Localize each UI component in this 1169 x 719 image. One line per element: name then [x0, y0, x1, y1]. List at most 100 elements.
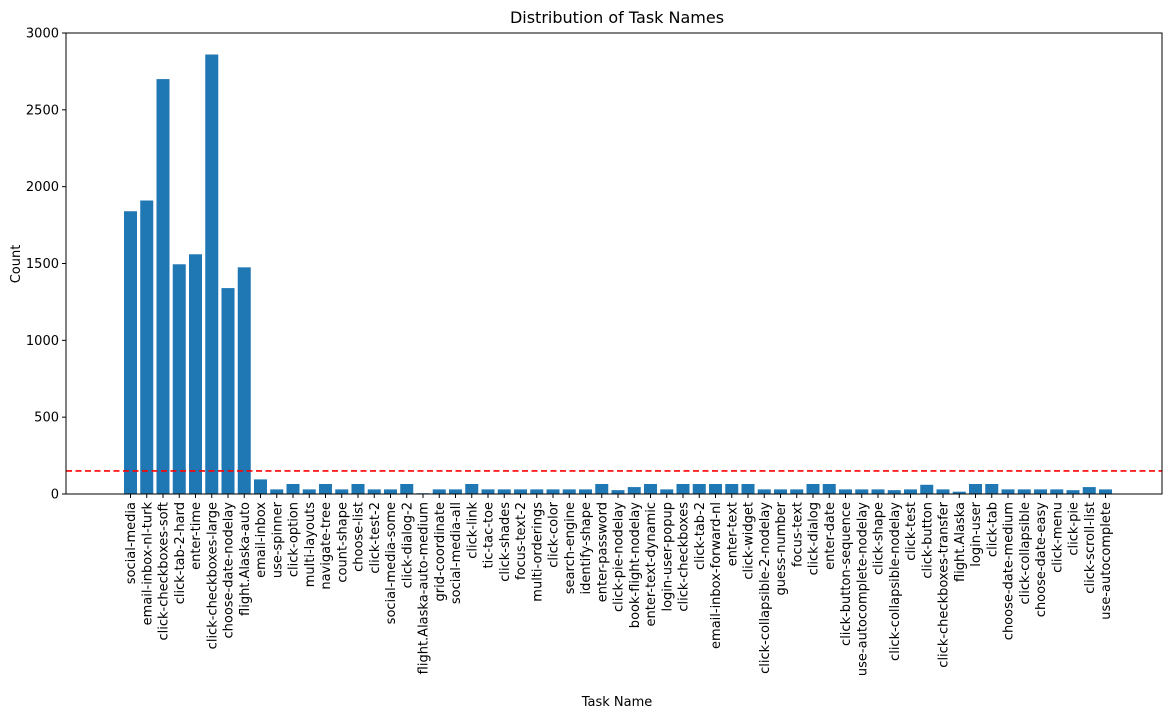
- x-tick-label: enter-text: [725, 502, 740, 566]
- y-tick-label: 3000: [26, 27, 59, 42]
- x-tick-label: click-collapsible-2-nodelay: [758, 502, 773, 674]
- bar: [579, 489, 592, 494]
- bar: [546, 489, 560, 494]
- x-tick-label: click-scroll-list: [1083, 502, 1098, 594]
- bar: [400, 484, 414, 494]
- bar: [254, 479, 267, 494]
- plot-frame: [65, 32, 1163, 495]
- x-tick-label: click-tab-2: [693, 502, 708, 570]
- bar: [237, 267, 251, 494]
- y-tick-label: 500: [34, 411, 59, 426]
- bar: [140, 200, 154, 494]
- bar: [1017, 489, 1031, 494]
- x-tick-label: focus-text: [790, 502, 805, 567]
- x-tick-label: click-collapsible-nodelay: [888, 502, 903, 661]
- x-tick-label: click-pie: [1067, 502, 1082, 556]
- x-tick-label: click-dialog-2: [400, 502, 415, 588]
- bar: [969, 484, 982, 494]
- x-tick-label: click-tab: [985, 502, 1000, 557]
- x-tick-label: click-checkboxes-large: [205, 502, 220, 649]
- x-tick-label: email-inbox: [254, 502, 269, 578]
- bar: [497, 489, 511, 494]
- bar: [952, 491, 966, 494]
- x-tick-label: multi-orderings: [530, 502, 545, 602]
- x-tick-label: multi-layouts: [303, 502, 318, 587]
- bar: [741, 484, 755, 494]
- x-tick-label: use-autocomplete-nodelay: [855, 502, 870, 676]
- x-tick-label: click-widget: [742, 502, 757, 580]
- x-tick-label: navigate-tree: [319, 502, 334, 590]
- bar: [936, 489, 950, 494]
- bar: [1082, 487, 1096, 494]
- x-tick-label: grid-coordinate: [433, 502, 448, 602]
- bar: [432, 489, 446, 494]
- x-tick-label: enter-password: [595, 502, 610, 602]
- bar: [806, 484, 820, 494]
- bar: [855, 489, 869, 494]
- x-tick-label: click-test-2: [368, 502, 383, 574]
- bar: [205, 54, 219, 494]
- x-tick-label: tic-tac-toe: [482, 502, 497, 569]
- x-tick-label: flight.Alaska: [953, 502, 968, 582]
- bar: [270, 489, 284, 494]
- x-axis-label: Task Name: [581, 695, 653, 710]
- bar: [644, 484, 657, 494]
- bar: [172, 264, 186, 494]
- y-tick-label: 1500: [26, 257, 59, 272]
- y-tick-label: 1000: [26, 334, 59, 349]
- bar: [1034, 489, 1047, 494]
- x-tick-label: social-media: [124, 502, 139, 584]
- x-tick-label: click-collapsible: [1018, 502, 1033, 605]
- y-axis: 0 500 1000 1500 2000 2500 3000: [26, 27, 66, 503]
- bar: [839, 489, 852, 494]
- x-tick-label: click-color: [547, 501, 562, 567]
- bar: [725, 484, 739, 494]
- x-tick-label: click-checkboxes: [677, 502, 692, 612]
- x-tick-label: click-shape: [872, 502, 887, 575]
- bar: [660, 489, 674, 494]
- x-tick-label: use-autocomplete: [1099, 502, 1114, 620]
- y-axis-label: Count: [9, 245, 24, 284]
- x-tick-label: choose-list: [352, 502, 367, 572]
- bar: [384, 489, 397, 494]
- bar: [709, 484, 722, 494]
- bar: [757, 489, 771, 494]
- x-tick-label: click-checkboxes-transfer: [937, 501, 952, 667]
- bar: [221, 288, 235, 494]
- x-tick-label: email-inbox-nl-turk: [140, 502, 155, 626]
- bar: [692, 484, 706, 494]
- bars-group: [124, 54, 1112, 494]
- bar: [904, 489, 917, 494]
- bar: [530, 489, 544, 494]
- x-tick-label: search-engine: [563, 502, 578, 594]
- x-tick-label: focus-text-2: [514, 502, 529, 580]
- x-tick-label: click-button-sequence: [839, 502, 854, 646]
- bar: [481, 489, 495, 494]
- x-tick-label: click-option: [287, 502, 302, 577]
- x-tick-label: book-flight-nodelay: [628, 502, 643, 628]
- bar: [920, 484, 934, 494]
- x-tick-label: enter-time: [189, 502, 204, 570]
- bar: [1001, 489, 1015, 494]
- x-tick-label: choose-date-easy: [1034, 502, 1049, 617]
- x-tick-label: flight.Alaska-auto-medium: [417, 502, 432, 674]
- x-tick-label: choose-date-medium: [1002, 502, 1017, 640]
- bar: [774, 489, 787, 494]
- bar: [1099, 489, 1112, 494]
- x-tick-label: click-menu: [1050, 502, 1065, 573]
- bar: [1066, 490, 1080, 494]
- x-tick-label: click-checkboxes-soft: [157, 502, 172, 641]
- x-tick-label: click-shades: [498, 502, 513, 582]
- x-tick-label: click-test: [904, 502, 919, 561]
- bar: [1050, 489, 1064, 494]
- bar: [790, 489, 804, 494]
- x-tick-label: login-user: [969, 501, 984, 566]
- bar: [351, 484, 365, 494]
- x-tick-label: flight.Alaska-auto: [238, 502, 253, 616]
- x-tick-label: click-button: [920, 502, 935, 579]
- x-tick-label: click-link: [465, 502, 480, 559]
- bar: [189, 254, 202, 494]
- y-tick-label: 2000: [26, 180, 59, 195]
- bar: [124, 211, 137, 494]
